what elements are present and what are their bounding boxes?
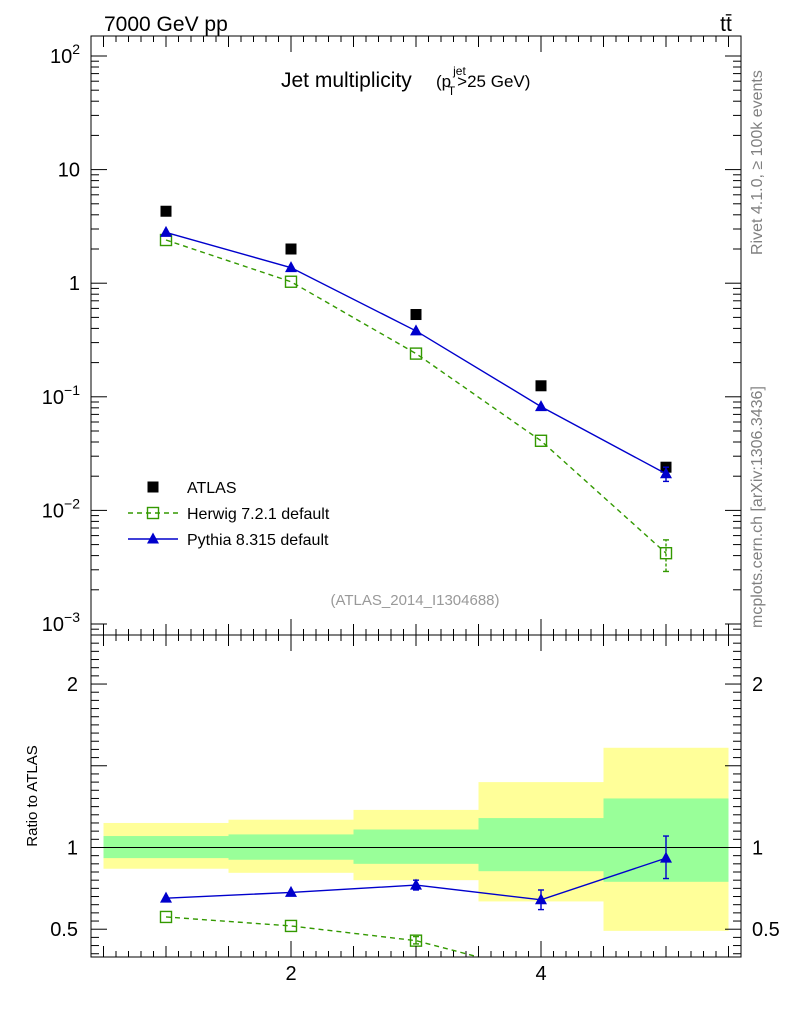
x-ticks: [90, 36, 742, 957]
ratio-point: [535, 893, 547, 905]
legend-label: Pythia 8.315 default: [187, 532, 329, 549]
main-series: [159, 205, 673, 573]
plot-title-cut-sub: T: [448, 84, 456, 98]
legend-marker: [147, 481, 159, 493]
ratio-series-pythia-8-315-default: [160, 835, 672, 911]
ratio-point: [160, 891, 172, 903]
data-point: [660, 467, 672, 479]
x-tick-label: 4: [535, 963, 546, 985]
ratio-point: [284, 919, 298, 933]
beam-label: 7000 GeV pp: [104, 13, 228, 36]
main-y-tick-label-exponent: −1: [64, 382, 80, 398]
x-tick-label: 2: [285, 963, 296, 985]
data-point: [285, 243, 297, 255]
ratio-y-tick-label-right: 2: [752, 674, 763, 696]
ratio-y-tick-labels: 2 2 1 1 0.5 0.5: [50, 674, 780, 941]
plot-title-cut-rest: >25 GeV): [457, 72, 530, 91]
legend-marker: [146, 506, 160, 520]
ratio-y-tick-label-left: 2: [67, 674, 78, 696]
series-pythia-8-315-default: [160, 225, 672, 483]
legend-label: ATLAS: [187, 480, 237, 497]
data-point: [535, 400, 547, 412]
analysis-id: (ATLAS_2014_I1304688): [330, 592, 499, 609]
stat-uncertainty-band: [478, 818, 604, 872]
legend-marker: [147, 532, 159, 544]
data-point: [285, 261, 297, 273]
main-y-tick-label: 1: [69, 273, 80, 295]
series-line: [165, 231, 667, 475]
data-point: [535, 380, 547, 392]
ratio-y-ticks: [91, 634, 741, 955]
ratio-series: [159, 835, 672, 958]
data-point: [659, 546, 673, 560]
ratio-bands: [103, 747, 729, 931]
ratio-point: [159, 910, 173, 924]
main-y-tick-label: 102: [50, 41, 80, 68]
plot-title-cut: (pjet T >25 GeV): [436, 64, 530, 98]
main-y-ticks: [91, 55, 741, 636]
data-point: [534, 434, 548, 447]
main-y-tick-label-base: 10: [58, 160, 80, 182]
series-atlas: [160, 205, 672, 473]
side-text-bottom: mcplots.cern.ch [arXiv:1306.3436]: [749, 386, 766, 628]
main-y-tick-label-base: 1: [69, 273, 80, 295]
legend-entry: Herwig 7.2.1 default: [128, 506, 330, 523]
main-y-tick-label-base: 10: [42, 500, 64, 522]
main-y-tick-label-exponent: −2: [64, 495, 80, 511]
legend-entry: Pythia 8.315 default: [128, 532, 329, 549]
series-herwig-7-2-1-default: [159, 233, 673, 573]
main-y-tick-label: 10−1: [42, 382, 80, 409]
ratio-line: [165, 916, 479, 958]
legend-entry: ATLAS: [147, 480, 237, 497]
main-y-tick-label: 10−2: [42, 495, 80, 522]
main-y-tick-label-base: 10: [50, 46, 72, 68]
ratio-series-herwig-7-2-1-default: [159, 910, 479, 958]
ratio-y-tick-label-right: 1: [752, 837, 763, 859]
ratio-point: [660, 851, 672, 863]
ratio-y-axis-label: Ratio to ATLAS: [24, 745, 41, 846]
main-y-tick-label: 10: [58, 160, 80, 182]
data-point: [160, 205, 172, 217]
data-point: [410, 309, 422, 321]
data-point: [284, 275, 298, 288]
main-y-tick-label-exponent: −3: [64, 609, 80, 625]
main-y-tick-label: 10−3: [42, 609, 80, 636]
main-y-tick-label-exponent: 2: [72, 41, 80, 57]
data-point: [409, 347, 423, 360]
plot-title: Jet multiplicity: [281, 69, 412, 92]
data-point: [410, 324, 422, 336]
main-y-tick-label-base: 10: [42, 614, 64, 636]
legend: ATLAS Herwig 7.2.1 default Pythia 8.315 de…: [128, 480, 330, 549]
main-y-tick-label-base: 10: [42, 387, 64, 409]
ratio-y-tick-label-left: 0.5: [50, 919, 78, 941]
stat-uncertainty-band: [353, 829, 479, 864]
process-label: tt̄: [720, 13, 732, 36]
ratio-y-tick-label-left: 1: [67, 837, 78, 859]
plot-title-cut-p: (p: [436, 72, 451, 91]
ratio-y-tick-label-right: 0.5: [752, 919, 780, 941]
plot-title-cut-sup: jet: [452, 64, 466, 78]
side-text-top: Rivet 4.1.0, ≥ 100k events: [749, 70, 766, 255]
ratio-point: [285, 885, 297, 897]
data-point: [160, 225, 172, 237]
legend-label: Herwig 7.2.1 default: [187, 506, 330, 523]
ratio-point: [410, 878, 422, 890]
